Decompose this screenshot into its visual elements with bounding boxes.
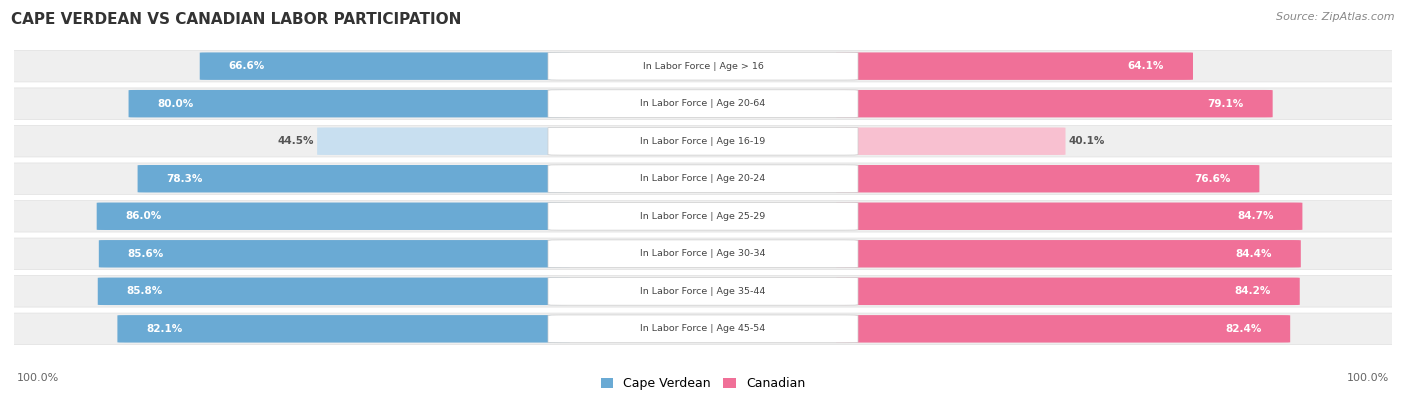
- Text: In Labor Force | Age 35-44: In Labor Force | Age 35-44: [640, 287, 766, 296]
- Text: 84.7%: 84.7%: [1237, 211, 1274, 221]
- Text: 80.0%: 80.0%: [157, 99, 194, 109]
- FancyBboxPatch shape: [0, 238, 1406, 269]
- FancyBboxPatch shape: [0, 276, 1406, 307]
- Text: In Labor Force | Age 20-64: In Labor Force | Age 20-64: [640, 99, 766, 108]
- FancyBboxPatch shape: [0, 313, 1406, 344]
- FancyBboxPatch shape: [97, 203, 569, 230]
- FancyBboxPatch shape: [837, 278, 1299, 305]
- FancyBboxPatch shape: [128, 90, 569, 117]
- FancyBboxPatch shape: [548, 127, 858, 155]
- Text: 86.0%: 86.0%: [125, 211, 162, 221]
- Text: 82.4%: 82.4%: [1225, 324, 1261, 334]
- Text: 78.3%: 78.3%: [166, 174, 202, 184]
- FancyBboxPatch shape: [837, 128, 1066, 155]
- Text: In Labor Force | Age > 16: In Labor Force | Age > 16: [643, 62, 763, 71]
- Text: 85.8%: 85.8%: [127, 286, 163, 296]
- FancyBboxPatch shape: [0, 88, 1406, 119]
- Text: 66.6%: 66.6%: [229, 61, 264, 71]
- Text: 84.4%: 84.4%: [1236, 249, 1272, 259]
- FancyBboxPatch shape: [548, 165, 858, 193]
- Text: In Labor Force | Age 25-29: In Labor Force | Age 25-29: [640, 212, 766, 221]
- FancyBboxPatch shape: [837, 203, 1302, 230]
- FancyBboxPatch shape: [548, 202, 858, 230]
- Text: CAPE VERDEAN VS CANADIAN LABOR PARTICIPATION: CAPE VERDEAN VS CANADIAN LABOR PARTICIPA…: [11, 12, 461, 27]
- Text: 100.0%: 100.0%: [1347, 373, 1389, 383]
- Text: In Labor Force | Age 20-24: In Labor Force | Age 20-24: [640, 174, 766, 183]
- Text: 64.1%: 64.1%: [1128, 61, 1164, 71]
- Text: 79.1%: 79.1%: [1208, 99, 1244, 109]
- Text: 40.1%: 40.1%: [1069, 136, 1105, 146]
- Text: Source: ZipAtlas.com: Source: ZipAtlas.com: [1277, 12, 1395, 22]
- FancyBboxPatch shape: [837, 315, 1291, 342]
- FancyBboxPatch shape: [200, 53, 569, 80]
- FancyBboxPatch shape: [837, 53, 1192, 80]
- FancyBboxPatch shape: [0, 201, 1406, 232]
- Text: 100.0%: 100.0%: [17, 373, 59, 383]
- Text: 85.6%: 85.6%: [128, 249, 165, 259]
- FancyBboxPatch shape: [548, 52, 858, 80]
- FancyBboxPatch shape: [0, 163, 1406, 194]
- FancyBboxPatch shape: [0, 51, 1406, 82]
- FancyBboxPatch shape: [118, 315, 569, 342]
- FancyBboxPatch shape: [548, 315, 858, 343]
- FancyBboxPatch shape: [548, 240, 858, 268]
- Legend: Cape Verdean, Canadian: Cape Verdean, Canadian: [596, 372, 810, 395]
- FancyBboxPatch shape: [837, 90, 1272, 117]
- FancyBboxPatch shape: [837, 240, 1301, 267]
- FancyBboxPatch shape: [548, 277, 858, 305]
- Text: In Labor Force | Age 30-34: In Labor Force | Age 30-34: [640, 249, 766, 258]
- Text: 84.2%: 84.2%: [1234, 286, 1271, 296]
- FancyBboxPatch shape: [837, 165, 1260, 192]
- Text: 82.1%: 82.1%: [146, 324, 183, 334]
- Text: In Labor Force | Age 16-19: In Labor Force | Age 16-19: [640, 137, 766, 146]
- FancyBboxPatch shape: [138, 165, 569, 192]
- FancyBboxPatch shape: [318, 128, 569, 155]
- FancyBboxPatch shape: [98, 278, 569, 305]
- FancyBboxPatch shape: [98, 240, 569, 267]
- FancyBboxPatch shape: [0, 126, 1406, 157]
- Text: 44.5%: 44.5%: [278, 136, 315, 146]
- FancyBboxPatch shape: [548, 90, 858, 118]
- Text: In Labor Force | Age 45-54: In Labor Force | Age 45-54: [640, 324, 766, 333]
- Text: 76.6%: 76.6%: [1194, 174, 1230, 184]
